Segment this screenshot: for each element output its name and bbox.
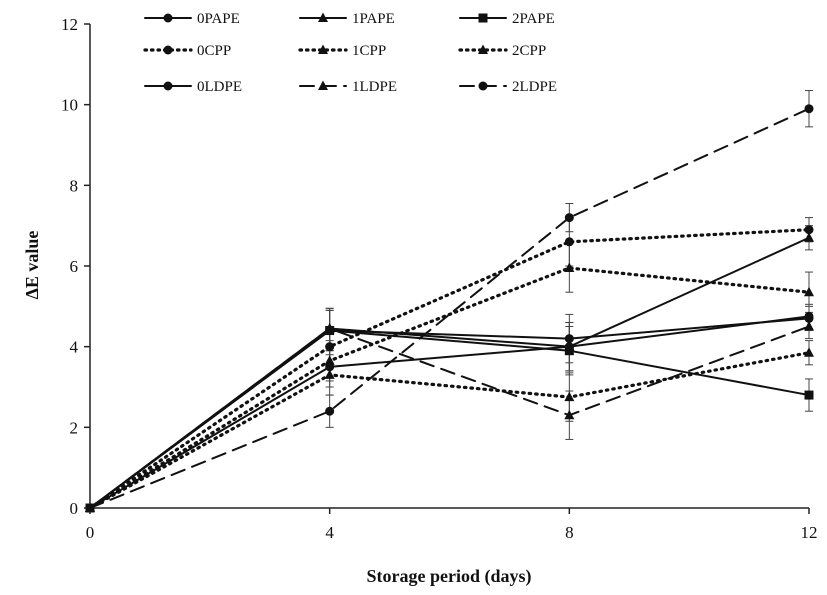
data-point-0cpp <box>325 342 335 352</box>
series-line-1ldpe <box>89 325 810 509</box>
series-markers <box>85 104 814 513</box>
legend-marker <box>318 44 328 54</box>
data-point-1ldpe <box>324 323 335 333</box>
data-point-0ldpe <box>804 311 814 321</box>
data-point-2ldpe <box>325 406 335 416</box>
legend-item-2ldpe: 2LDPE <box>459 79 557 95</box>
legend-item-1cpp: 1CPP <box>298 43 386 59</box>
legend-marker <box>478 44 488 54</box>
x-tick-label: 12 <box>801 523 818 542</box>
data-point-0ldpe <box>325 362 335 372</box>
series-line-0ldpe <box>89 315 810 509</box>
legend-label: 2CPP <box>512 43 546 59</box>
legend-marker <box>318 12 328 22</box>
legend-marker <box>163 81 173 91</box>
y-axis-title: ΔE value <box>22 231 42 300</box>
x-tick-label: 8 <box>565 523 574 542</box>
data-point-1pape <box>804 232 814 242</box>
legend-label: 1CPP <box>352 43 386 59</box>
legend-label: 0LDPE <box>197 79 242 95</box>
legend-label: 1LDPE <box>352 79 397 95</box>
data-point-0ldpe <box>564 342 574 352</box>
axes <box>84 23 810 514</box>
tick-labels: 0 2 4 6 8 10 12 0 4 8 12 <box>61 15 818 542</box>
y-tick-label: 10 <box>61 96 78 115</box>
y-tick-label: 12 <box>61 15 78 34</box>
legend-item-0cpp: 0CPP <box>143 43 231 59</box>
data-point-2pape <box>804 390 814 400</box>
legend-item-2cpp: 2CPP <box>458 43 546 59</box>
series-line-1cpp <box>88 351 811 510</box>
data-point-0cpp <box>804 225 814 235</box>
data-point-2cpp <box>564 262 575 273</box>
data-point-2cpp <box>324 355 335 365</box>
y-tick-label: 8 <box>70 176 79 195</box>
y-tick-label: 0 <box>70 499 79 518</box>
legend-marker <box>478 81 488 91</box>
data-point-2ldpe <box>85 503 95 513</box>
series-line-2pape <box>89 329 810 509</box>
x-axis-title: Storage period (days) <box>367 566 532 587</box>
legend-item-1ldpe: 1LDPE <box>299 79 397 95</box>
legend-marker <box>163 45 173 55</box>
series-line-2cpp <box>88 266 811 510</box>
legend-item-0ldpe: 0LDPE <box>144 79 242 95</box>
legend-item-2pape: 2PAPE <box>459 11 555 27</box>
legend-item-0pape: 0PAPE <box>144 11 240 27</box>
legend-label: 2LDPE <box>512 79 557 95</box>
data-point-2cpp <box>804 286 814 297</box>
data-point-1ldpe <box>804 321 814 331</box>
data-point-2ldpe <box>564 213 574 223</box>
legend-marker <box>478 13 488 23</box>
series-line-0cpp <box>88 228 811 510</box>
series-lines <box>88 107 811 510</box>
data-point-2ldpe <box>804 104 814 114</box>
x-tick-label: 0 <box>86 523 95 542</box>
y-tick-label: 4 <box>70 338 79 357</box>
data-point-1ldpe <box>564 409 575 420</box>
legend: 0PAPE 1PAPE 2PAPE 0CPP 1CPP 2CPP 0LDPE 1LDPE 2LD… <box>143 11 557 95</box>
data-point-1cpp <box>324 369 335 379</box>
legend-marker <box>163 13 173 23</box>
legend-marker <box>318 80 328 90</box>
legend-label: 0PAPE <box>197 11 240 27</box>
data-point-1cpp <box>564 391 575 402</box>
legend-label: 0CPP <box>197 43 231 59</box>
data-point-0cpp <box>564 237 574 247</box>
data-point-0pape <box>564 334 574 344</box>
y-tick-label: 6 <box>70 257 79 276</box>
series-line-0pape <box>89 317 810 509</box>
x-tick-label: 4 <box>325 523 334 542</box>
legend-item-1pape: 1PAPE <box>299 11 395 27</box>
legend-label: 1PAPE <box>352 11 395 27</box>
legend-label: 2PAPE <box>512 11 555 27</box>
data-point-1cpp <box>804 347 814 357</box>
y-tick-label: 2 <box>70 418 79 437</box>
